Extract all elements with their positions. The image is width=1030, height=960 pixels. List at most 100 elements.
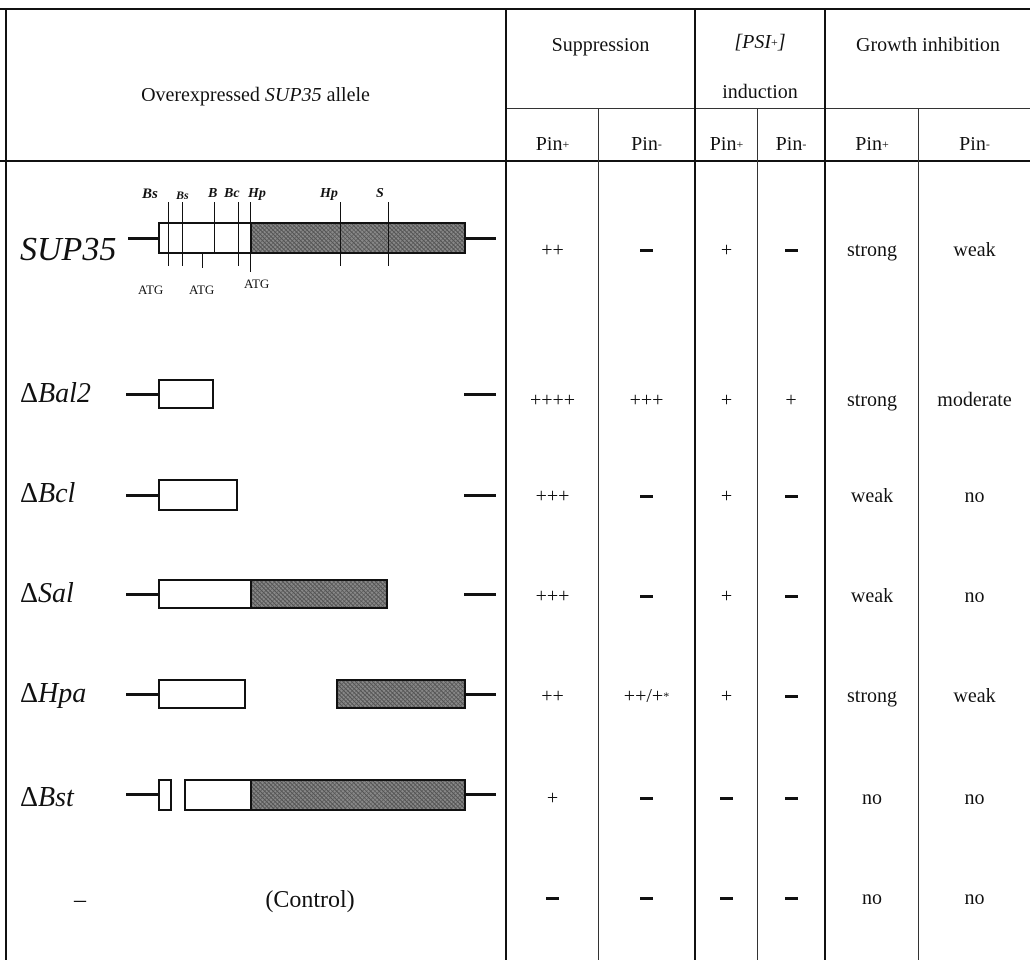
site-label-b: B xyxy=(208,186,218,201)
r0-psi-neg xyxy=(758,230,824,270)
r2-growth-pos: weak xyxy=(850,484,894,507)
r4-growth-pos: strong xyxy=(847,684,897,707)
growth-pin-neg: Pin - xyxy=(919,128,1030,160)
psi-pin-neg-label: Pin xyxy=(775,132,803,155)
row-label-bst: Δ Bst xyxy=(20,782,74,814)
r0-supp-neg xyxy=(599,230,694,270)
delta-symbol: Δ xyxy=(20,478,39,509)
r6-growth-pos: no xyxy=(862,886,882,909)
growth-pin-pos-sign: + xyxy=(881,136,889,151)
r2-psi-neg xyxy=(758,476,824,516)
minus-mark xyxy=(640,896,653,900)
sal-left-stub xyxy=(126,593,160,596)
r4-psi-pos: + xyxy=(720,684,733,707)
row-label-bst-text: Bst xyxy=(38,782,74,813)
site-label-hp1: Hp xyxy=(248,186,266,201)
delta-symbol: Δ xyxy=(20,678,39,709)
growth-pin-neg-label: Pin xyxy=(959,132,986,155)
r0-growth-pos: strong xyxy=(847,238,897,261)
allele-header-suffix: allele xyxy=(326,83,370,106)
psi-pin-pos-sign: + xyxy=(736,136,744,151)
minus-mark xyxy=(784,494,798,498)
minus-mark xyxy=(640,594,653,598)
divider-growth xyxy=(824,8,826,960)
psi-close: ] xyxy=(777,30,786,53)
r1-supp-pos: ++++ xyxy=(529,388,576,411)
psi-header: [PSI +] xyxy=(696,18,824,66)
supp-pin-neg: Pin - xyxy=(599,128,694,160)
minus-mark xyxy=(720,796,733,800)
site-label-bc: Bc xyxy=(224,186,240,201)
footnote-asterisk: * xyxy=(663,688,670,703)
psi-open: [PSI xyxy=(734,30,772,53)
delta-symbol: Δ xyxy=(20,578,39,609)
allele-header: Overexpressed SUP35 allele xyxy=(6,60,505,130)
sal-right-stub xyxy=(464,593,496,596)
hpa-white-segment xyxy=(158,679,246,709)
site-tick-s xyxy=(388,202,389,266)
site-tick-hp2 xyxy=(340,202,341,266)
row-label-bcl-text: Bcl xyxy=(38,478,76,509)
suppression-header: Suppression xyxy=(551,33,650,56)
subheader-divider xyxy=(505,108,1030,109)
minus-mark xyxy=(720,896,733,900)
site-tick-b xyxy=(214,202,215,254)
psi-pin-pos: Pin + xyxy=(696,128,757,160)
divider-allele xyxy=(505,8,507,960)
sal-white-segment xyxy=(158,579,252,609)
minus-mark xyxy=(640,248,653,252)
hpa-shaded-segment xyxy=(336,679,466,709)
r6-supp-pos xyxy=(507,878,598,918)
r6-psi-neg xyxy=(758,878,824,918)
r1-psi-pos: + xyxy=(720,388,733,411)
bal2-right-stub xyxy=(464,393,496,396)
r5-growth-pos: no xyxy=(862,786,882,809)
site-tick-bs1 xyxy=(168,202,169,266)
divider-psi-inner xyxy=(757,108,758,960)
r2-growth-neg: no xyxy=(964,484,985,507)
supp-pin-neg-label: Pin xyxy=(631,132,658,155)
r1-growth-pos: strong xyxy=(847,388,897,411)
atg-tick-2 xyxy=(202,254,203,268)
site-tick-bc xyxy=(238,202,239,266)
r4-supp-neg-text: ++/+ xyxy=(623,684,664,707)
row-label-hpa: Δ Hpa xyxy=(20,678,86,710)
r6-psi-pos xyxy=(696,878,757,918)
psi-pin-neg-sign: - xyxy=(802,136,807,151)
growth-pin-pos: Pin + xyxy=(826,128,918,160)
allele-header-prefix: Overexpressed xyxy=(141,83,260,106)
delta-symbol: Δ xyxy=(20,378,39,409)
minus-mark xyxy=(640,494,653,498)
divider-psi xyxy=(694,8,696,960)
row-label-bal2: Δ Bal2 xyxy=(20,378,91,410)
bst-white-segment xyxy=(184,779,252,811)
r6-supp-neg xyxy=(599,878,694,918)
supp-pin-neg-sign: - xyxy=(657,136,662,151)
r4-supp-neg: ++/+ * xyxy=(599,676,694,716)
atg-label-3: ATG xyxy=(244,276,270,291)
site-label-hp2: Hp xyxy=(320,186,338,201)
growth-pin-neg-sign: - xyxy=(985,136,990,151)
site-label-bs2: Bs xyxy=(176,188,189,202)
minus-mark xyxy=(784,594,798,598)
row-label-hpa-text: Hpa xyxy=(38,678,87,709)
top-border xyxy=(0,8,1030,10)
r4-supp-pos: ++ xyxy=(541,684,564,707)
site-label-s: S xyxy=(376,186,384,201)
r3-growth-pos: weak xyxy=(850,584,894,607)
divider-growth-inner xyxy=(918,108,919,960)
bst-right-stub xyxy=(464,793,496,796)
delta-symbol: Δ xyxy=(20,782,39,813)
r4-psi-neg xyxy=(758,676,824,716)
growth-header: Growth inhibition xyxy=(856,33,1000,56)
bst-shaded-segment xyxy=(250,779,466,811)
row-label-sal-text: Sal xyxy=(38,578,74,609)
site-label-bs1: Bs xyxy=(142,186,158,202)
r4-growth-neg: weak xyxy=(953,684,996,707)
r0-growth-neg: weak xyxy=(953,238,996,261)
minus-mark xyxy=(784,896,798,900)
row-label-sup35: SUP35 xyxy=(20,231,117,268)
header-bottom-border xyxy=(0,160,1030,162)
r2-supp-pos: +++ xyxy=(535,484,570,507)
r0-supp-pos: ++ xyxy=(541,238,564,261)
